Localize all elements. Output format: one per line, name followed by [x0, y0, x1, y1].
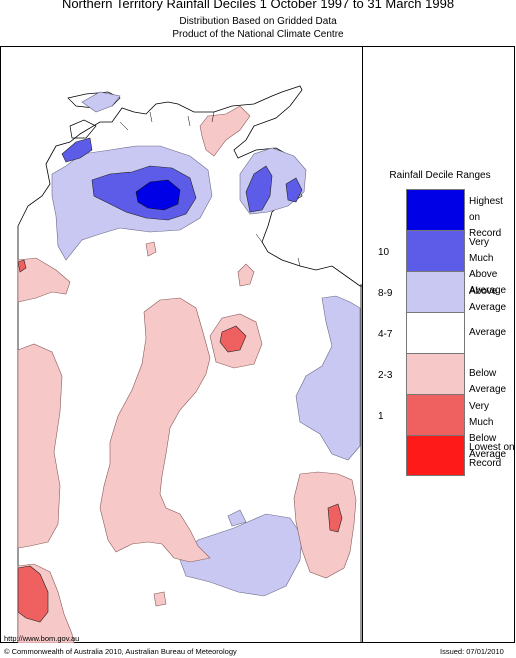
- legend-label-average: Average: [469, 327, 507, 338]
- legend-swatch-highest: [406, 189, 465, 230]
- above-average-region: [81, 91, 121, 113]
- melville-island: [67, 91, 121, 109]
- legend-range-2-3: 2-3: [378, 370, 393, 381]
- very-much-below-average-region: [17, 259, 27, 273]
- above-average-region: [179, 513, 303, 597]
- legend-title: Rainfall Decile Ranges: [389, 170, 491, 181]
- legend-range-10: 10: [378, 247, 390, 258]
- below-average-region: [153, 591, 167, 607]
- legend-swatch-lowest: [406, 435, 465, 476]
- very-much-above-average-region: [245, 165, 273, 213]
- legend-swatch-below: [406, 353, 465, 394]
- legend-label-below: Below Average: [469, 368, 507, 395]
- legend-range-1: 1: [378, 411, 384, 422]
- legend-swatch-very-much-below: [406, 394, 465, 435]
- nt-coastline: [17, 85, 362, 287]
- highest-on-record-region: [135, 179, 181, 211]
- map-frame: [0, 46, 515, 643]
- below-average-region: [199, 105, 251, 157]
- copyright-note: © Commonwealth of Australia 2010, Austra…: [4, 647, 237, 656]
- legend-label-above: Above Average: [469, 286, 507, 313]
- very-much-above-average-region: [285, 177, 303, 203]
- very-much-above-average-region: [61, 137, 93, 163]
- issued-date: Issued: 07/01/2010: [440, 647, 504, 656]
- above-average-region: [295, 295, 361, 461]
- very-much-below-average-region: [219, 325, 247, 353]
- coastal-detail: [119, 111, 301, 267]
- below-average-region: [99, 297, 211, 563]
- legend-swatch-above: [406, 271, 465, 312]
- below-average-region: [17, 343, 63, 549]
- source-url[interactable]: http://www.bom.gov.au: [4, 634, 80, 643]
- legend-swatch-very-much-above: [406, 230, 465, 271]
- legend-label-lowest: Lowest on Record: [469, 442, 515, 469]
- below-average-region: [17, 257, 71, 303]
- map-title: Northern Territory Rainfall Deciles 1 Oc…: [61, 0, 455, 11]
- map-credit: Product of the National Climate Centre: [172, 29, 344, 40]
- legend-divider: [362, 46, 363, 643]
- rainfall-decile-map: [17, 85, 362, 643]
- below-average-region: [145, 241, 157, 257]
- legend-label-very-much-below: Very Much Below Average: [469, 401, 507, 460]
- bathurst-island: [69, 119, 97, 139]
- legend-label-highest: Highest on Record: [469, 196, 503, 239]
- above-average-region: [227, 509, 247, 527]
- map-subtitle: Distribution Based on Gridded Data: [179, 16, 337, 27]
- very-much-below-average-region: [327, 503, 343, 533]
- below-average-region: [293, 471, 357, 579]
- legend-range-4-7: 4-7: [378, 329, 393, 340]
- legend-label-very-much-above: Very Much Above Average: [469, 237, 507, 296]
- legend-swatch-average: [406, 312, 465, 353]
- very-much-below-average-region: [17, 565, 49, 623]
- below-average-region: [237, 263, 255, 287]
- legend-range-8-9: 8-9: [378, 288, 393, 299]
